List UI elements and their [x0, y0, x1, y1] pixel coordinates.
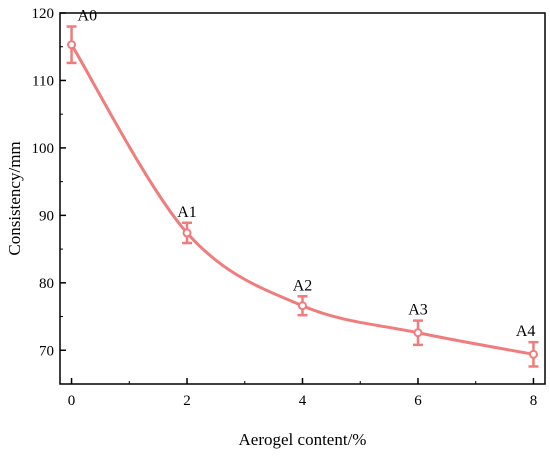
series-line [70, 43, 534, 356]
y-tick-label: 100 [32, 141, 55, 157]
y-tick-label: 70 [39, 343, 54, 359]
data-point [413, 328, 423, 338]
x-tick-label: 0 [68, 393, 76, 409]
error-bars [66, 25, 539, 368]
y-axis-title: Consistency/mm [5, 141, 24, 255]
x-axis: 0 2 4 6 8 [68, 378, 537, 409]
point-label: A0 [78, 7, 98, 24]
point-label: A4 [516, 323, 536, 340]
x-tick-label: 4 [299, 393, 307, 409]
y-axis: 70 80 90 100 110 120 [32, 6, 66, 385]
point-label: A1 [177, 204, 197, 221]
point-labels: A0 A1 A2 A3 A4 [78, 7, 536, 340]
plot-frame [59, 12, 546, 385]
y-tick-label: 120 [32, 6, 55, 22]
y-tick-label: 110 [32, 73, 54, 89]
data-point [67, 40, 77, 50]
y-tick-label: 90 [39, 208, 54, 224]
y-tick-label: 80 [39, 276, 54, 292]
data-markers [67, 40, 538, 359]
point-label: A3 [408, 302, 428, 319]
x-axis-title: Aerogel content/% [239, 430, 367, 449]
data-point [528, 349, 538, 359]
x-tick-label: 8 [530, 393, 538, 409]
x-tick-label: 6 [414, 393, 422, 409]
data-point [298, 301, 307, 311]
x-tick-label: 2 [183, 393, 191, 409]
point-label: A2 [293, 277, 313, 294]
data-point [182, 228, 192, 238]
